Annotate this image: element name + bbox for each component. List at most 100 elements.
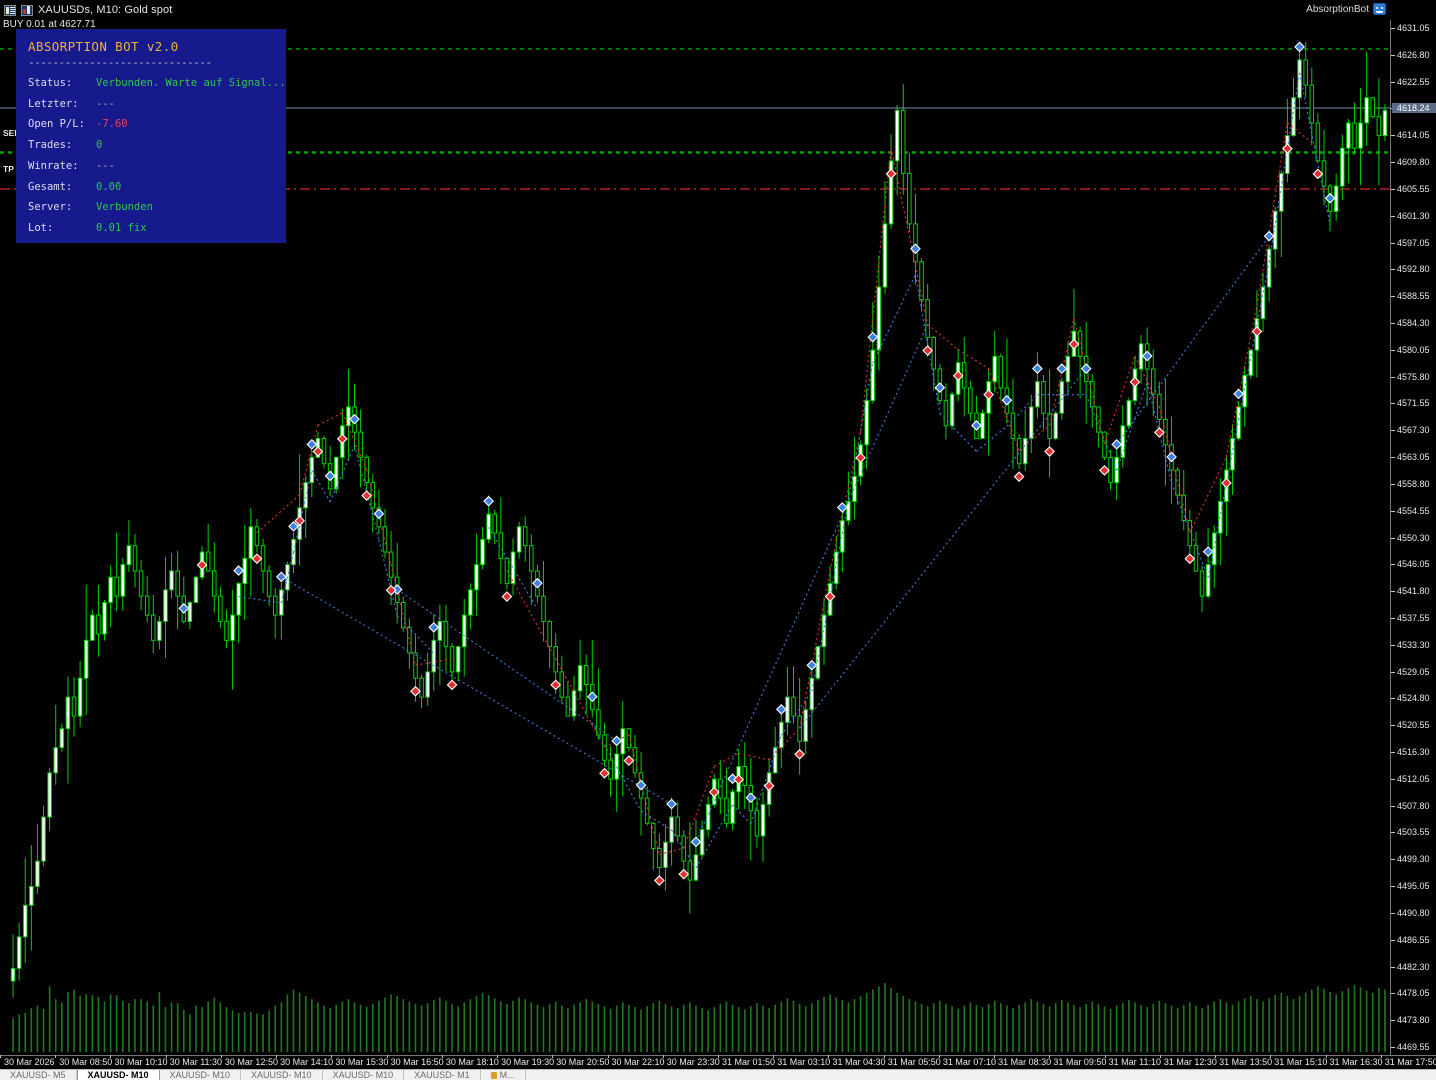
buy-signal-marker[interactable] bbox=[635, 779, 647, 791]
candle-body bbox=[486, 513, 491, 540]
chart-tab-bar[interactable]: XAUUSD- M5 XAUUSD- M10 XAUUSD- M10 XAUUSD- … bbox=[0, 1069, 1436, 1080]
candle-body bbox=[1181, 494, 1187, 521]
buy-signal-marker[interactable] bbox=[532, 577, 543, 589]
buy-signal-marker[interactable] bbox=[1032, 363, 1043, 375]
chart-tab-1-active[interactable]: XAUUSD- M10 bbox=[76, 1070, 160, 1080]
buy-signal-marker[interactable] bbox=[910, 243, 921, 255]
price-tick: 4495.05 bbox=[1391, 881, 1430, 891]
buy-signal-marker[interactable] bbox=[1056, 363, 1068, 375]
sell-signal-marker[interactable] bbox=[550, 679, 562, 691]
sell-signal-marker[interactable] bbox=[708, 786, 720, 798]
buy-signal-marker[interactable] bbox=[867, 331, 879, 343]
panel-value: --- bbox=[96, 97, 115, 110]
chart-tab-2[interactable]: XAUUSD- M10 bbox=[160, 1070, 242, 1080]
sell-signal-marker[interactable] bbox=[855, 452, 866, 464]
buy-signal-marker[interactable] bbox=[971, 420, 982, 431]
chart-tab-5[interactable]: XAUUSD- M1 bbox=[404, 1070, 481, 1080]
panel-label: Server: bbox=[28, 201, 73, 214]
signal-connector-line bbox=[415, 658, 453, 666]
buy-signal-marker[interactable] bbox=[1263, 230, 1275, 242]
candle-body bbox=[797, 715, 802, 742]
chart-tab-4[interactable]: XAUUSD- M10 bbox=[323, 1070, 405, 1080]
buy-signal-marker[interactable] bbox=[1001, 394, 1013, 406]
sell-signal-marker[interactable] bbox=[336, 433, 348, 445]
buy-signal-marker[interactable] bbox=[1233, 388, 1244, 400]
buy-signal-marker[interactable] bbox=[288, 521, 299, 532]
buy-signal-marker[interactable] bbox=[1294, 41, 1305, 53]
buy-signal-marker[interactable] bbox=[690, 836, 702, 848]
sell-signal-marker[interactable] bbox=[196, 559, 208, 571]
sell-signal-marker[interactable] bbox=[952, 370, 964, 382]
buy-signal-marker[interactable] bbox=[1166, 451, 1177, 463]
sell-signal-marker[interactable] bbox=[410, 685, 421, 697]
sell-signal-marker[interactable] bbox=[1312, 168, 1324, 180]
signal-connector-line bbox=[957, 349, 989, 370]
time-axis[interactable]: 30 Mar 2026 30 Mar 08:50 30 Mar 10:10 30 Ma… bbox=[0, 1055, 1436, 1069]
chart-tab-0[interactable]: XAUUSD- M5 bbox=[0, 1070, 77, 1080]
sell-signal-marker[interactable] bbox=[312, 446, 324, 457]
buy-signal-marker[interactable] bbox=[775, 703, 787, 715]
buy-signal-marker[interactable] bbox=[428, 621, 440, 633]
chart-window-icon[interactable] bbox=[21, 4, 33, 16]
buy-signal-marker[interactable] bbox=[934, 382, 946, 393]
buy-signal-marker[interactable] bbox=[178, 603, 190, 614]
buy-signal-marker[interactable] bbox=[836, 502, 848, 513]
buy-signal-marker[interactable] bbox=[324, 470, 336, 482]
buy-signal-marker[interactable] bbox=[611, 735, 623, 747]
candle-body bbox=[163, 589, 168, 622]
candle-body bbox=[309, 456, 315, 484]
sell-signal-marker[interactable] bbox=[1184, 553, 1196, 565]
candle-body bbox=[998, 355, 1004, 389]
sell-signal-marker[interactable] bbox=[1282, 143, 1293, 154]
sell-signal-marker[interactable] bbox=[446, 679, 458, 691]
sell-signal-marker[interactable] bbox=[385, 584, 397, 596]
signal-connector-line bbox=[299, 425, 319, 495]
sell-signal-marker[interactable] bbox=[361, 490, 373, 501]
sell-signal-marker[interactable] bbox=[599, 767, 610, 779]
sell-signal-marker[interactable] bbox=[733, 774, 745, 785]
sell-signal-marker[interactable] bbox=[294, 515, 306, 527]
buy-signal-marker[interactable] bbox=[306, 438, 318, 450]
signal-connector-line bbox=[872, 274, 916, 364]
signal-connector-line bbox=[799, 570, 831, 729]
buy-signal-marker[interactable] bbox=[349, 413, 360, 425]
sell-signal-marker[interactable] bbox=[1068, 338, 1080, 350]
buy-signal-marker[interactable] bbox=[1324, 192, 1336, 204]
buy-signal-marker[interactable] bbox=[745, 792, 757, 804]
sell-signal-marker[interactable] bbox=[885, 168, 897, 180]
sell-signal-marker[interactable] bbox=[623, 755, 635, 766]
buy-signal-marker[interactable] bbox=[666, 798, 677, 810]
buy-signal-marker[interactable] bbox=[1141, 350, 1153, 362]
sell-signal-marker[interactable] bbox=[1013, 471, 1025, 483]
buy-signal-marker[interactable] bbox=[275, 571, 287, 583]
sell-signal-marker[interactable] bbox=[983, 389, 995, 401]
chart-tab-3[interactable]: XAUUSD- M10 bbox=[241, 1070, 323, 1080]
sell-signal-marker[interactable] bbox=[251, 553, 263, 565]
buy-signal-marker[interactable] bbox=[233, 565, 245, 576]
sell-signal-marker[interactable] bbox=[1044, 446, 1055, 457]
ea-smiley-icon[interactable] bbox=[1373, 3, 1386, 15]
buy-signal-marker[interactable] bbox=[1202, 546, 1214, 558]
buy-signal-marker[interactable] bbox=[1111, 438, 1123, 450]
buy-signal-marker[interactable] bbox=[586, 691, 598, 703]
sell-signal-marker[interactable] bbox=[763, 780, 775, 792]
sell-signal-marker[interactable] bbox=[653, 875, 665, 886]
sell-signal-marker[interactable] bbox=[1221, 477, 1232, 489]
sell-signal-marker[interactable] bbox=[922, 345, 934, 356]
buy-signal-marker[interactable] bbox=[483, 495, 495, 507]
buy-signal-marker[interactable] bbox=[806, 659, 818, 671]
sell-signal-marker[interactable] bbox=[1129, 376, 1141, 388]
price-axis[interactable]: 4631.054626.804622.554618.304614.054609.… bbox=[1390, 20, 1436, 1055]
sell-signal-marker[interactable] bbox=[678, 868, 690, 880]
chart-tab-6[interactable]: M... bbox=[481, 1070, 526, 1080]
data-window-icon[interactable] bbox=[4, 4, 16, 16]
sell-signal-marker[interactable] bbox=[501, 591, 513, 602]
sell-signal-marker[interactable] bbox=[1099, 464, 1110, 476]
buy-signal-marker[interactable] bbox=[1080, 363, 1092, 375]
buy-signal-marker[interactable] bbox=[373, 508, 385, 520]
sell-signal-marker[interactable] bbox=[1251, 326, 1263, 337]
sell-signal-marker[interactable] bbox=[794, 748, 805, 760]
sell-signal-marker[interactable] bbox=[824, 591, 836, 602]
ea-indicator[interactable]: AbsorptionBot bbox=[1306, 3, 1386, 15]
sell-signal-marker[interactable] bbox=[1153, 427, 1165, 438]
